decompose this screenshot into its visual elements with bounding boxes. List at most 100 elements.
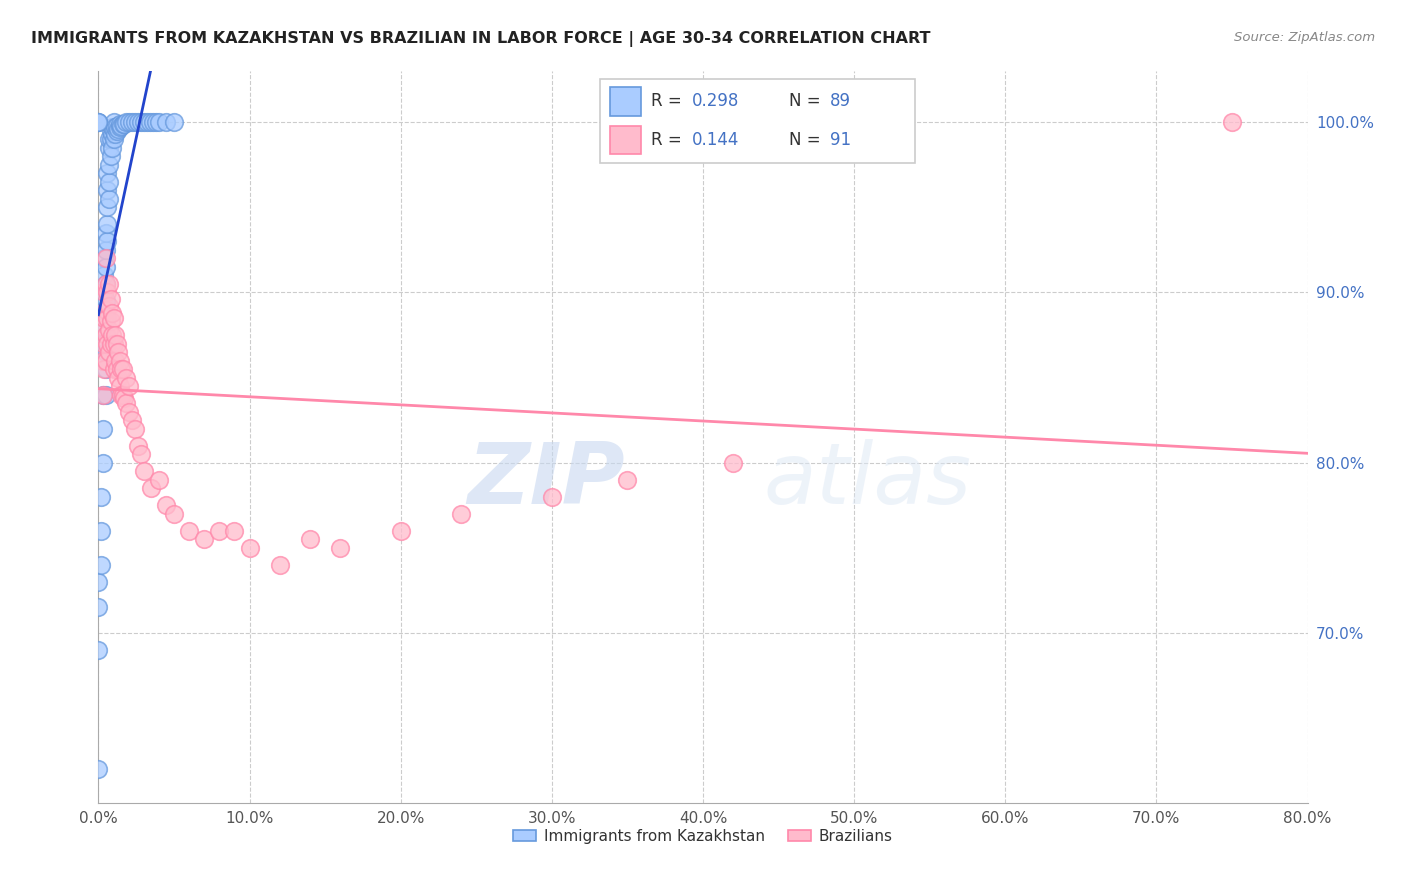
Point <box>107 122 129 136</box>
Point <box>129 115 152 129</box>
Point <box>100 132 122 146</box>
Point <box>105 336 128 351</box>
Point <box>118 404 141 418</box>
Point <box>269 558 291 572</box>
Point <box>100 314 122 328</box>
Point <box>127 115 149 129</box>
Point <box>101 328 124 343</box>
Point <box>107 370 129 384</box>
Point <box>108 117 131 131</box>
Point <box>163 115 186 129</box>
Point <box>111 387 134 401</box>
Point <box>145 115 167 129</box>
Point <box>124 421 146 435</box>
Point <box>94 328 117 343</box>
Y-axis label: In Labor Force | Age 30-34: In Labor Force | Age 30-34 <box>0 335 8 539</box>
Point <box>94 328 117 343</box>
Point <box>94 277 117 291</box>
Point <box>94 362 117 376</box>
Point <box>98 299 121 313</box>
Point <box>91 387 114 401</box>
Point <box>93 362 115 376</box>
Point <box>94 243 117 257</box>
Point <box>96 235 118 249</box>
Point <box>103 124 125 138</box>
Point <box>299 532 322 546</box>
Point <box>87 115 110 129</box>
Point <box>142 115 165 129</box>
Point <box>329 541 352 555</box>
Point <box>87 115 110 129</box>
Point <box>1220 115 1243 129</box>
Point <box>93 268 115 283</box>
Point <box>93 336 115 351</box>
Point <box>100 124 122 138</box>
Point <box>239 541 262 555</box>
Point <box>121 115 143 129</box>
Point <box>90 558 112 572</box>
Point <box>111 117 134 131</box>
Point <box>94 311 117 326</box>
Point <box>148 473 170 487</box>
Point <box>723 456 745 470</box>
Point <box>100 149 122 163</box>
Point <box>91 421 114 435</box>
Point <box>93 302 115 317</box>
Text: IMMIGRANTS FROM KAZAKHSTAN VS BRAZILIAN IN LABOR FORCE | AGE 30-34 CORRELATION C: IMMIGRANTS FROM KAZAKHSTAN VS BRAZILIAN … <box>31 31 931 47</box>
Point <box>91 353 114 368</box>
Point <box>90 490 112 504</box>
Point <box>90 524 112 538</box>
Point <box>93 319 115 334</box>
Point <box>118 115 141 129</box>
Point <box>94 345 117 359</box>
Point <box>105 119 128 133</box>
Point <box>193 532 215 546</box>
Point <box>132 464 155 478</box>
Point <box>87 642 110 657</box>
Point <box>103 311 125 326</box>
Point <box>616 473 638 487</box>
Point <box>208 524 231 538</box>
Point <box>540 490 562 504</box>
Point <box>107 345 129 359</box>
Point <box>108 353 131 368</box>
Point <box>93 311 115 326</box>
Point <box>98 175 121 189</box>
Point <box>132 115 155 129</box>
Point <box>127 439 149 453</box>
Point <box>114 370 136 384</box>
Point <box>114 396 136 410</box>
Point <box>96 201 118 215</box>
Text: ZIP: ZIP <box>467 440 624 523</box>
Point <box>96 166 118 180</box>
Point <box>103 362 125 376</box>
Point <box>450 507 472 521</box>
Point <box>112 117 135 131</box>
Point <box>91 387 114 401</box>
Point <box>163 507 186 521</box>
Point <box>94 260 117 274</box>
Point <box>110 387 132 401</box>
Point <box>98 141 121 155</box>
Point <box>104 128 127 142</box>
Point <box>129 447 152 461</box>
Point <box>87 600 110 615</box>
Point <box>91 319 114 334</box>
Point <box>103 115 125 129</box>
Point <box>224 524 246 538</box>
Point <box>121 413 143 427</box>
Point <box>114 115 136 129</box>
Point <box>155 498 177 512</box>
Point <box>105 124 128 138</box>
Point <box>96 183 118 197</box>
Point <box>101 141 124 155</box>
Point <box>179 524 201 538</box>
Point <box>96 285 118 300</box>
Point <box>94 353 117 368</box>
Text: atlas: atlas <box>763 440 972 523</box>
Point <box>103 336 125 351</box>
Point <box>94 252 117 266</box>
Point <box>94 387 117 401</box>
Point <box>101 306 124 320</box>
Point <box>148 115 170 129</box>
